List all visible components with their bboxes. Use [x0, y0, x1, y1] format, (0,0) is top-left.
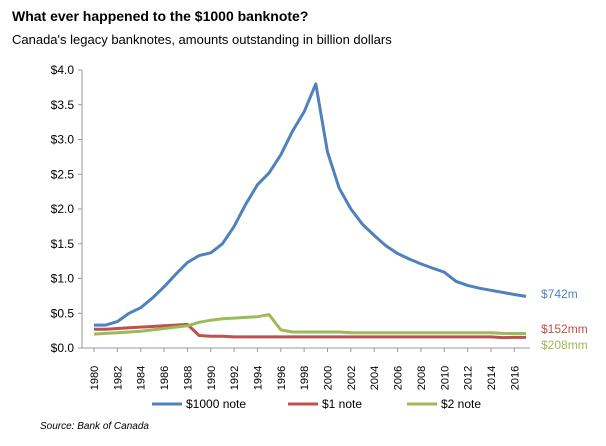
x-tick-label: 1990	[206, 366, 218, 390]
source-note: Source: Bank of Canada	[40, 421, 149, 432]
series-line	[94, 322, 526, 340]
y-tick-label: $3.0	[51, 133, 75, 147]
x-tick-label: 1988	[182, 366, 194, 390]
legend-label: $1 note	[322, 397, 362, 411]
x-tick-label: 2002	[346, 366, 358, 390]
series-end-labels: $742m $152mm $208mm	[541, 287, 588, 352]
legend-label: $1000 note	[186, 397, 246, 411]
series-lines	[93, 82, 527, 340]
x-tick-label: 2014	[486, 366, 498, 390]
x-tick-label: 2006	[393, 366, 405, 390]
x-tick-label: 1984	[136, 366, 148, 390]
y-tick-label: $2.0	[51, 202, 75, 216]
x-tick-label: 2000	[323, 366, 335, 390]
y-tick-label: $1.5	[51, 237, 75, 251]
x-tick-label: 1996	[276, 366, 288, 390]
x-tick-label: 1992	[229, 366, 241, 390]
x-tick-label: 1986	[159, 366, 171, 390]
y-axis-ticks: $0.0 $0.5 $1.0 $1.5 $2.0 $2.5 $3.0 $3.5 $4.0	[51, 63, 82, 355]
y-tick-label: $0.0	[51, 341, 75, 355]
x-tick-label: 2012	[463, 366, 475, 390]
x-tick-label: 2010	[439, 366, 451, 390]
y-tick-label: $4.0	[51, 63, 75, 77]
chart-subtitle: Canada's legacy banknotes, amounts outst…	[12, 32, 392, 47]
series-end-label: $742m	[541, 287, 578, 301]
x-tick-label: 1994	[252, 366, 264, 390]
series-line	[93, 313, 526, 336]
x-tick-label: 1980	[89, 366, 101, 390]
series-end-label: $208mm	[541, 338, 588, 352]
legend-label: $2 note	[441, 397, 481, 411]
chart-legend: $1000 note $1 note $2 note	[152, 397, 481, 411]
x-tick-label: 1982	[112, 366, 124, 390]
series-end-label: $152mm	[541, 322, 588, 336]
x-tick-label: 2004	[369, 366, 381, 390]
y-tick-label: $2.5	[51, 167, 75, 181]
chart-title: What ever happened to the $1000 banknote…	[12, 8, 309, 24]
x-tick-label: 2008	[416, 366, 428, 390]
x-tick-label: 1998	[299, 366, 311, 390]
x-axis-ticks: 1980 1982 1984 1986 1988 1990 1992 1994 1996 1998…	[89, 348, 521, 390]
y-tick-label: $1.0	[51, 272, 75, 286]
y-tick-label: $3.5	[51, 98, 75, 112]
series-line	[94, 82, 527, 327]
x-tick-label: 2016	[509, 366, 521, 390]
chart-axes	[81, 70, 530, 349]
y-tick-label: $0.5	[51, 306, 75, 320]
